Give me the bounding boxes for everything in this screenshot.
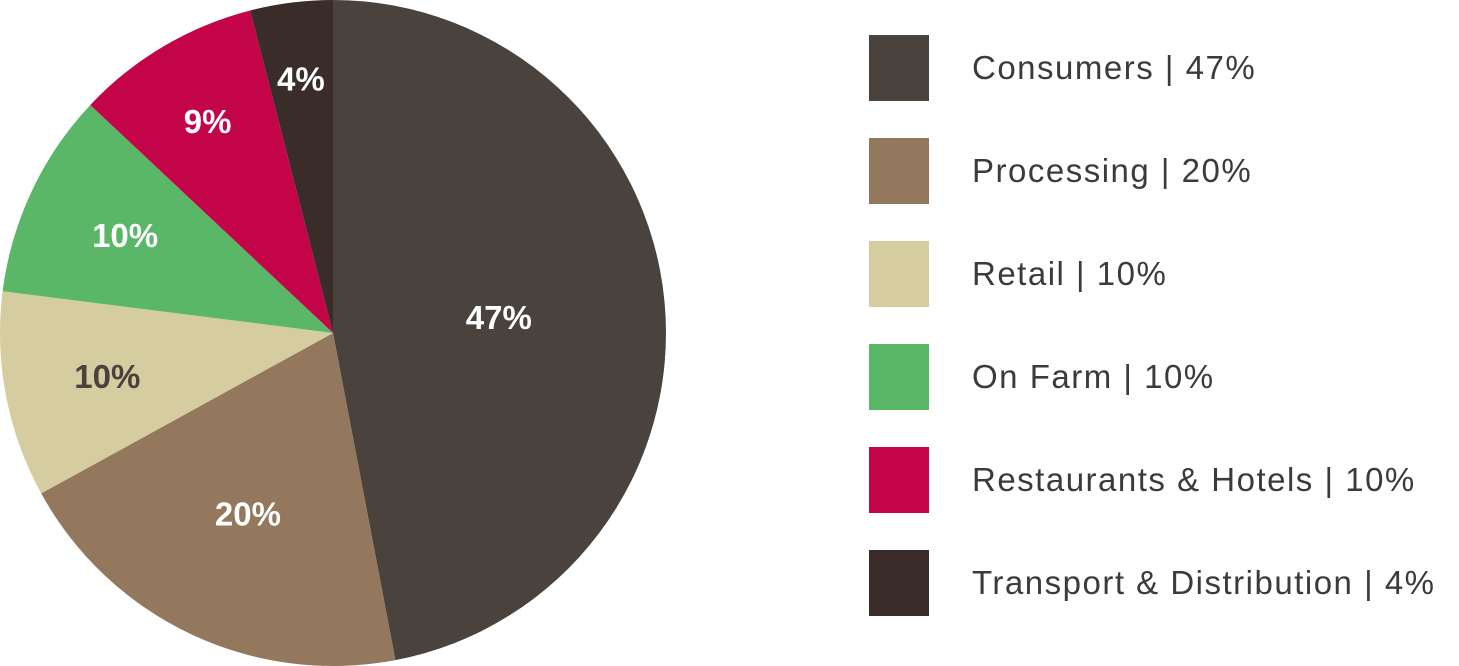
pie-slice-restaurants-hotels: [90, 10, 333, 334]
legend-item-on-farm: On Farm | 10%: [869, 344, 1436, 410]
legend-label-restaurants-hotels: Restaurants & Hotels | 10%: [972, 461, 1416, 498]
legend-item-consumers: Consumers | 47%: [869, 35, 1436, 101]
legend-swatch-processing: [869, 138, 929, 204]
legend-label-transport-distribution: Transport & Distribution | 4%: [972, 564, 1436, 601]
pie-slice-on-farm: [2, 105, 333, 333]
pie-chart: 47% 20% 10% 10% 9% 4%: [0, 0, 666, 666]
pie-slice-processing: [41, 333, 396, 666]
pie-chart-svg: 47% 20% 10% 10% 9% 4%: [0, 0, 666, 666]
pie-slice-label-restaurants-hotels: 9%: [184, 103, 232, 140]
pie-slice-label-on-farm: 10%: [92, 217, 158, 254]
pie-slice-consumers: [333, 0, 666, 661]
pie-slice-label-processing: 20%: [215, 496, 281, 533]
pie-slice-transport-distribution: [250, 0, 333, 333]
legend-label-consumers: Consumers | 47%: [972, 49, 1257, 86]
legend-item-processing: Processing | 20%: [869, 138, 1436, 204]
legend-label-on-farm: On Farm | 10%: [972, 358, 1215, 395]
legend-item-transport-distribution: Transport & Distribution | 4%: [869, 550, 1436, 616]
legend-item-restaurants-hotels: Restaurants & Hotels | 10%: [869, 447, 1436, 513]
pie-slice-label-retail: 10%: [74, 358, 140, 395]
legend-item-retail: Retail | 10%: [869, 241, 1436, 307]
legend-swatch-restaurants-hotels: [869, 447, 929, 513]
legend-swatch-consumers: [869, 35, 929, 101]
chart-legend: Consumers | 47% Processing | 20% Retail …: [869, 35, 1436, 616]
legend-swatch-transport-distribution: [869, 550, 929, 616]
legend-label-retail: Retail | 10%: [972, 255, 1168, 292]
legend-label-processing: Processing | 20%: [972, 152, 1253, 189]
legend-swatch-on-farm: [869, 344, 929, 410]
pie-slice-label-consumers: 47%: [466, 299, 532, 336]
legend-swatch-retail: [869, 241, 929, 307]
pie-slice-label-transport-distribution: 4%: [277, 60, 325, 97]
pie-slice-retail: [0, 291, 334, 494]
